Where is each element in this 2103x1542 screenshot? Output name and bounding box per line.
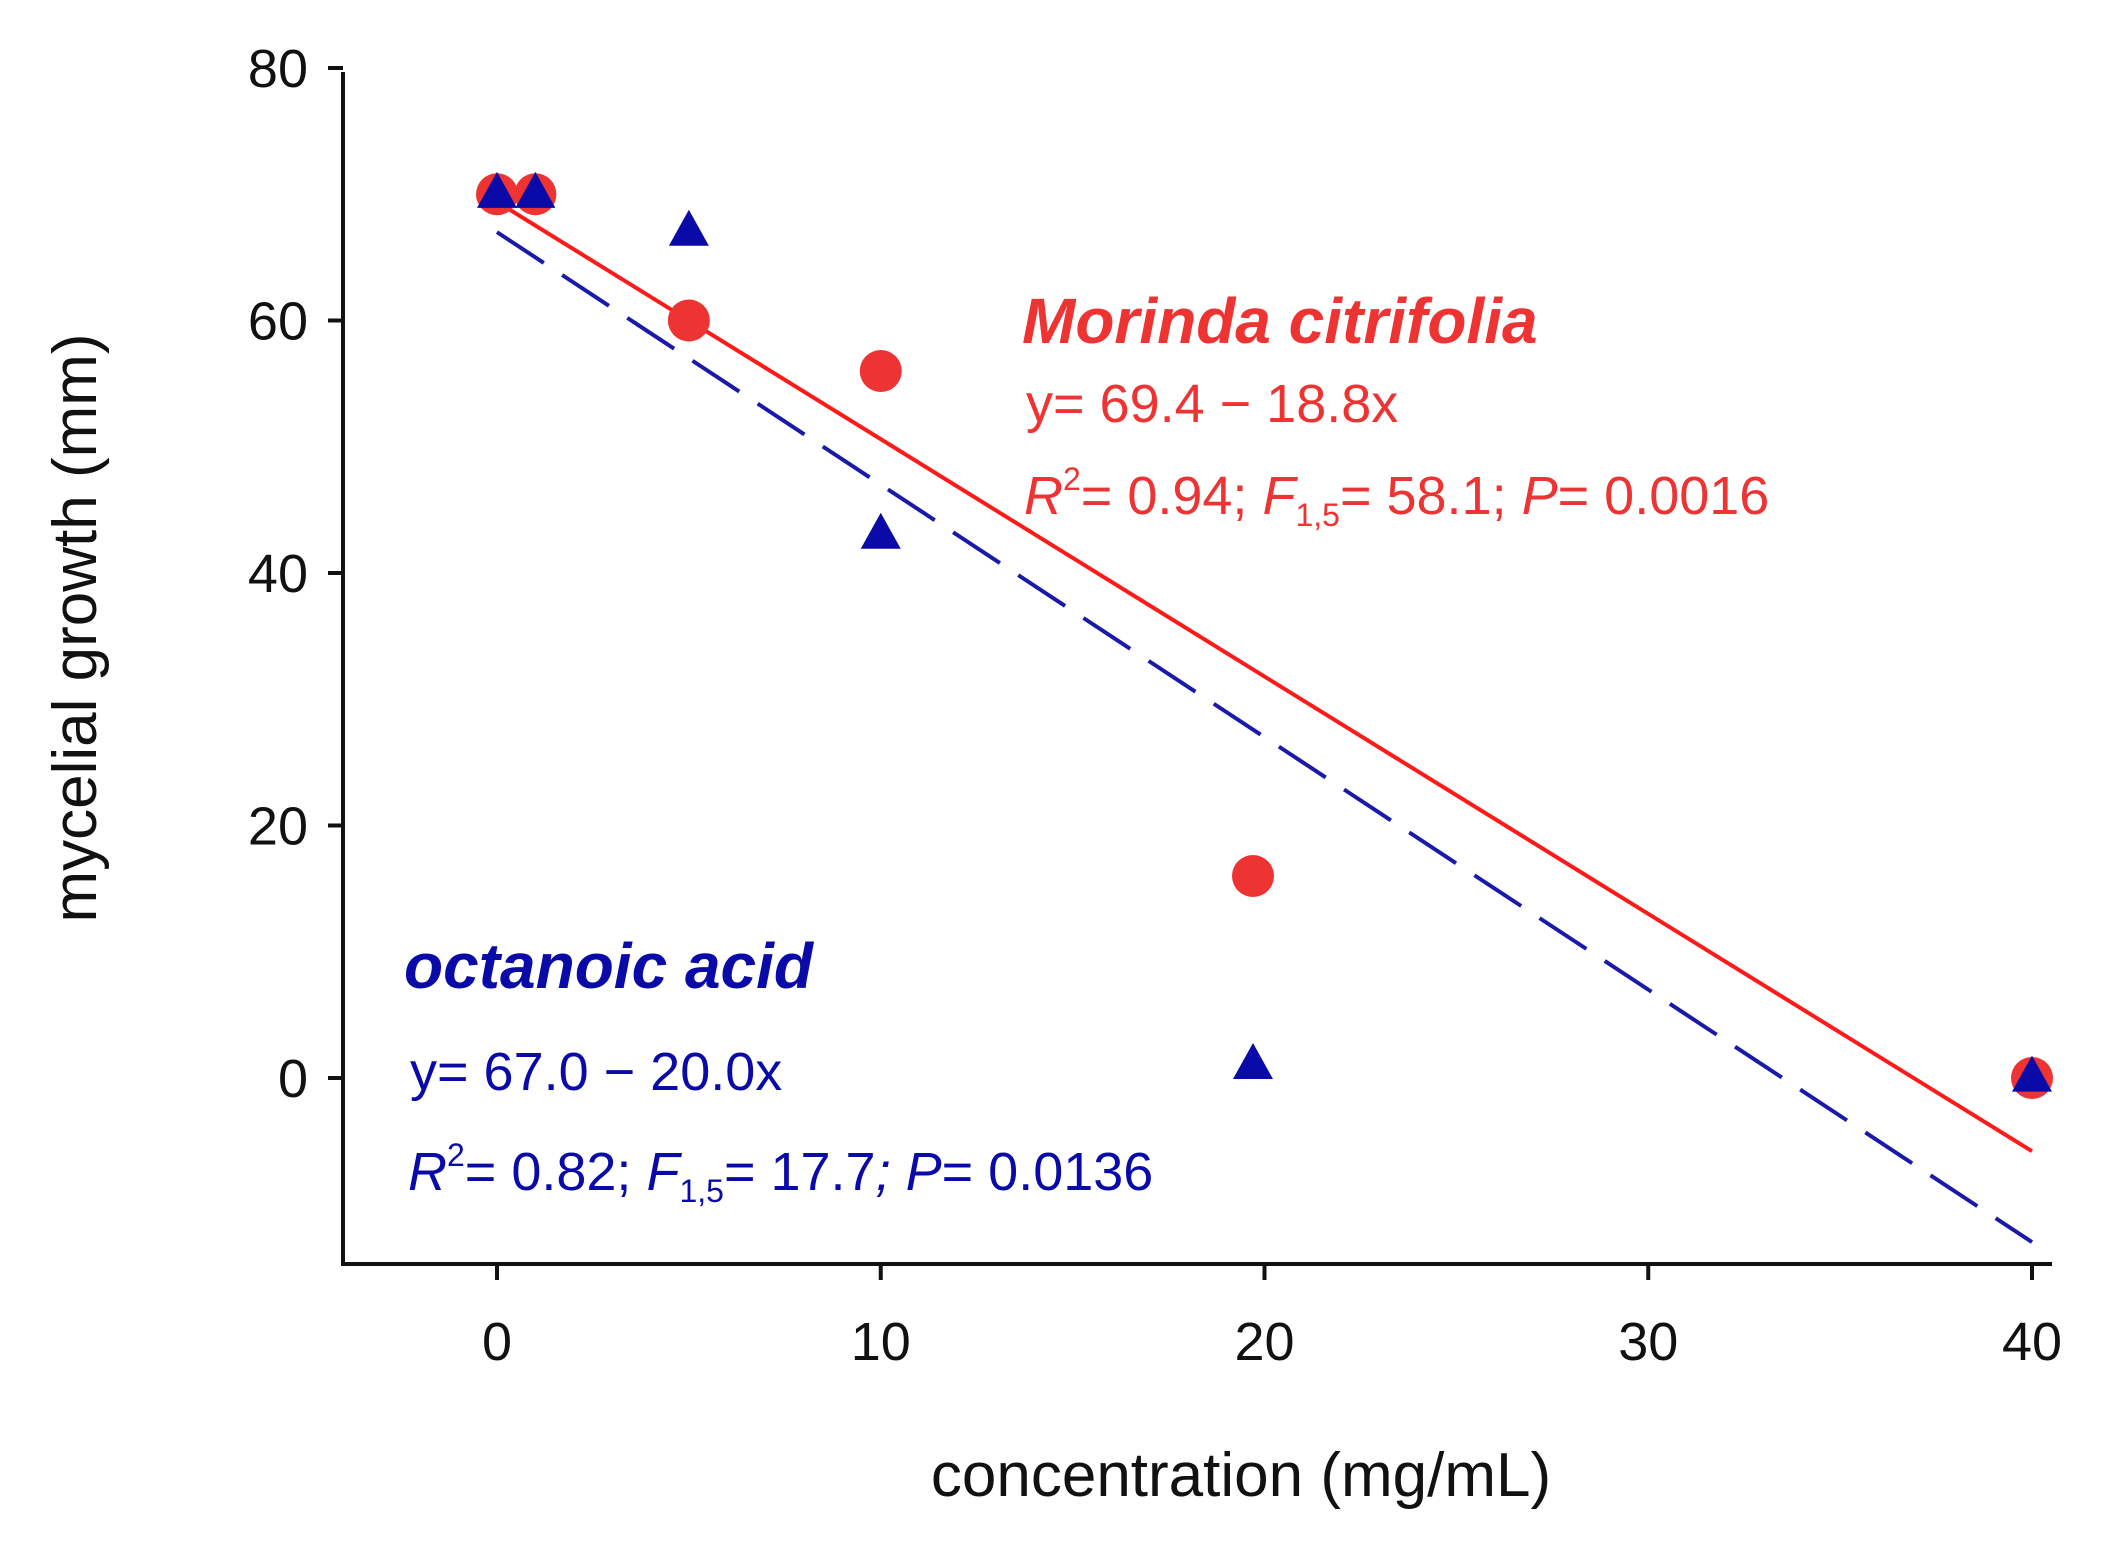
morinda-r2-sup: 2 — [1063, 461, 1081, 497]
fit-lines — [495, 200, 2034, 1244]
octanoic-f-semicolon: ; — [876, 1142, 891, 1202]
morinda-f-value: = 58.1; — [1340, 466, 1522, 526]
octanoic-p-value: = 0.0136 — [942, 1142, 1154, 1202]
octanoic-point — [860, 512, 901, 549]
morinda-point — [667, 299, 710, 342]
morinda-f-label: F — [1262, 466, 1298, 526]
octanoic-f-label: F — [646, 1142, 682, 1202]
octanoic-r2-label: R — [408, 1142, 447, 1202]
morinda-fit-line — [495, 200, 2034, 1153]
x-tick-label: 0 — [482, 1312, 512, 1372]
morinda-p-value: = 0.0016 — [1558, 466, 1770, 526]
octanoic-r2-sup: 2 — [447, 1137, 465, 1173]
morinda-point — [859, 350, 902, 392]
x-tick-label: 30 — [1618, 1312, 1678, 1372]
y-tick-label: 40 — [248, 544, 308, 604]
octanoic-f-sub: 1,5 — [679, 1173, 723, 1209]
morinda-f-sub: 1,5 — [1295, 497, 1339, 533]
y-axis-title: mycelial growth (mm) — [41, 333, 110, 922]
x-tick-label: 10 — [851, 1312, 911, 1372]
octanoic-point — [515, 171, 556, 208]
octanoic-p-label: P — [906, 1142, 942, 1202]
octanoic-annotation: octanoic acid y= 67.0 − 20.0x R2= 0.82; … — [404, 930, 1153, 1209]
y-tick-label: 60 — [248, 292, 308, 352]
x-tick-label: 40 — [2002, 1312, 2062, 1372]
morinda-equation: y= 69.4 − 18.8x — [1026, 374, 1398, 434]
y-tick-label: 80 — [248, 39, 308, 99]
x-axis-ticks: 0 10 20 30 40 — [482, 1264, 2062, 1372]
octanoic-point — [668, 209, 709, 246]
octanoic-stats: R2= 0.82; F1,5= 17.7; P= 0.0136 — [408, 1137, 1153, 1209]
octanoic-f-value: = 17.7 — [724, 1142, 876, 1202]
octanoic-title: octanoic acid — [404, 930, 815, 1002]
morinda-r2-label: R — [1024, 466, 1063, 526]
y-tick-label: 0 — [278, 1049, 308, 1109]
x-axis-title: concentration (mg/mL) — [931, 1441, 1551, 1510]
octanoic-equation: y= 67.0 − 20.0x — [410, 1042, 782, 1102]
octanoic-point — [1232, 1043, 1273, 1080]
octanoic-r2-value: = 0.82; — [465, 1142, 647, 1202]
morinda-stats: R2= 0.94; F1,5= 58.1; P= 0.0016 — [1024, 461, 1769, 533]
x-tick-label: 20 — [1234, 1312, 1294, 1372]
morinda-r2-value: = 0.94; — [1081, 466, 1263, 526]
morinda-p-label: P — [1522, 466, 1558, 526]
morinda-title: Morinda citrifolia — [1022, 285, 1538, 357]
morinda-point — [1231, 855, 1274, 897]
y-axis-ticks: 0 20 40 60 80 — [248, 39, 343, 1109]
morinda-annotation: Morinda citrifolia y= 69.4 − 18.8x R2= 0… — [1022, 285, 1769, 533]
data-points — [476, 171, 2053, 1099]
octanoic-point — [2012, 1055, 2052, 1092]
y-tick-label: 20 — [248, 797, 308, 857]
octanoic-point — [477, 171, 517, 208]
axes — [341, 72, 2052, 1266]
octanoic-fit-line — [495, 230, 2034, 1244]
